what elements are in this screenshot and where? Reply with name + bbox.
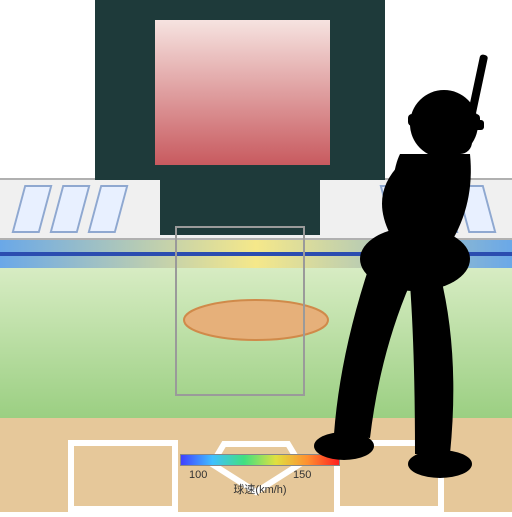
- batter-silhouette: [300, 54, 510, 504]
- strike-zone-box: [175, 226, 305, 396]
- pitch-location-diagram: 100150球速(km/h): [0, 0, 512, 512]
